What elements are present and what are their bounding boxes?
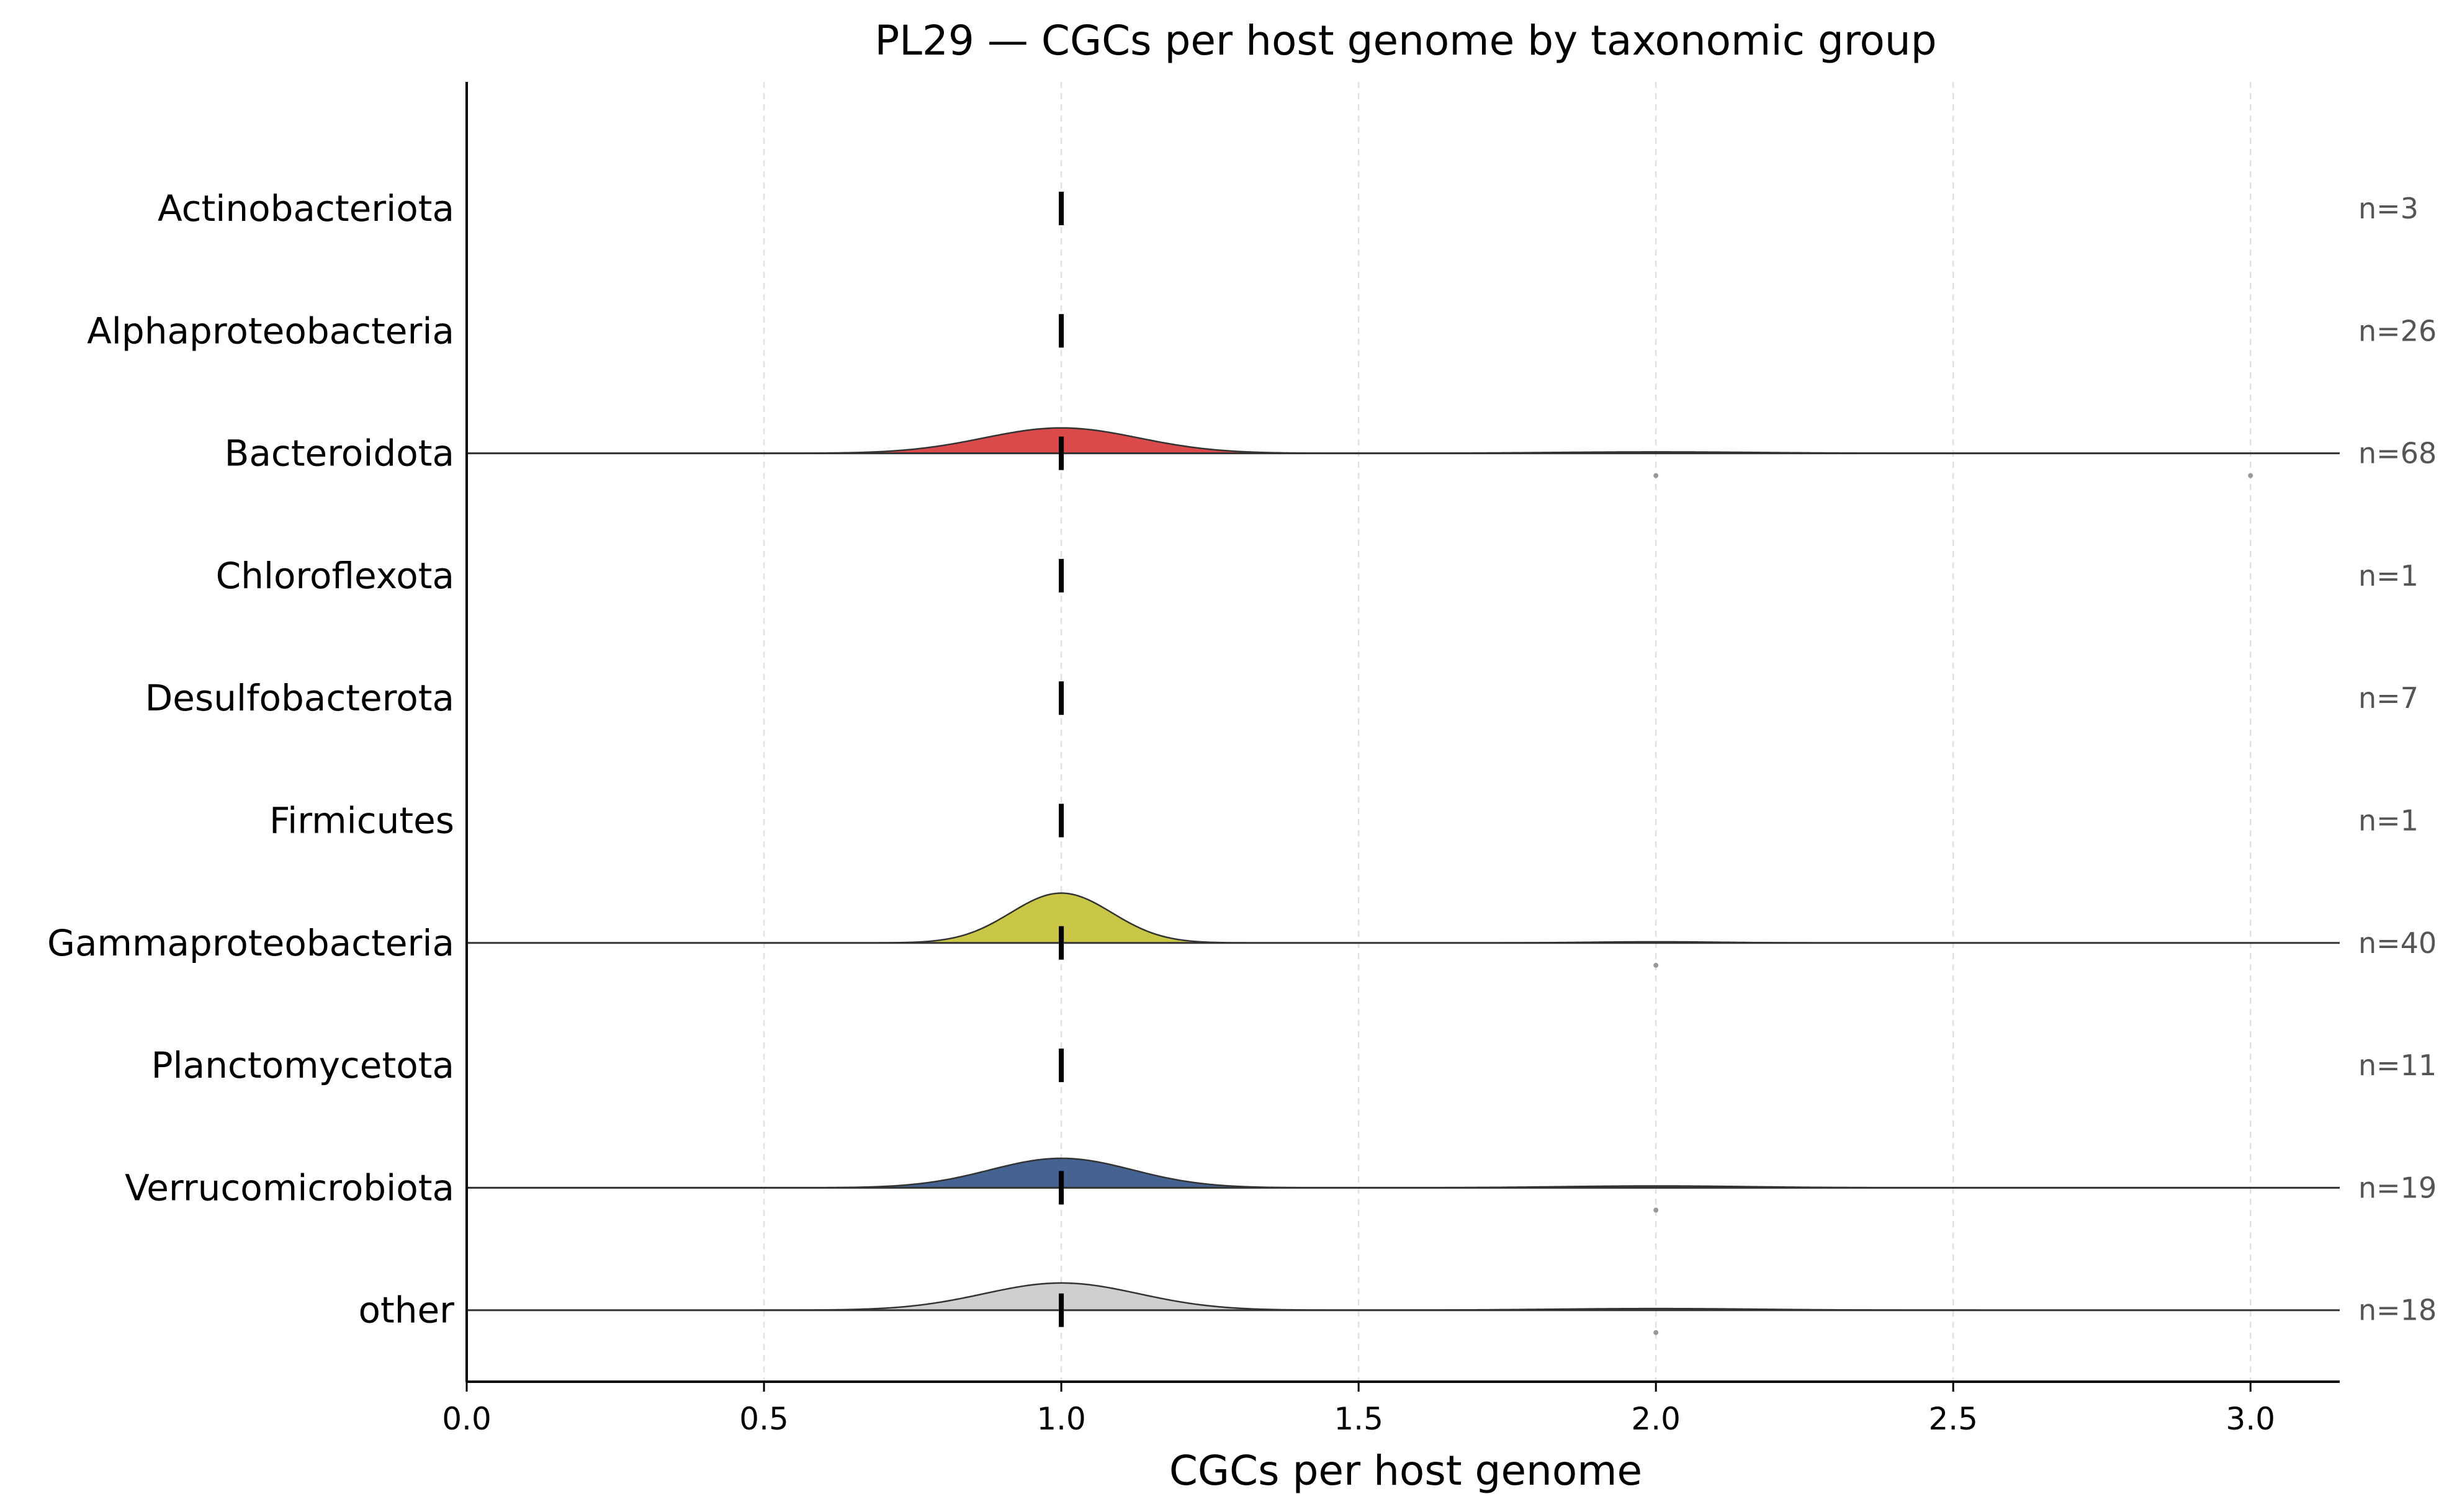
y-tick-label: other <box>358 1289 454 1331</box>
outlier-point <box>1653 1330 1659 1335</box>
chart-title: PL29 — CGCs per host genome by taxonomic… <box>874 17 1936 65</box>
x-tick-label: 2.5 <box>1928 1401 1978 1437</box>
density-ridge <box>467 427 2340 454</box>
y-tick-label: Desulfobacterota <box>145 677 454 719</box>
count-labels: n=3 n=26 n=68 n=1 n=7 n=1 n=40 n=11 n=19 n=18 <box>2358 192 2437 1327</box>
x-tick-label: 0.0 <box>442 1401 492 1437</box>
count-label: n=26 <box>2358 314 2437 347</box>
x-ticks: 0.0 0.5 1.0 1.5 2.0 2.5 3.0 <box>442 1382 2275 1437</box>
count-label: n=18 <box>2358 1294 2437 1327</box>
y-tick-label: Alphaproteobacteria <box>87 310 454 352</box>
y-tick-label: Bacteroidota <box>225 432 454 475</box>
count-label: n=68 <box>2358 437 2437 470</box>
density-ridge <box>467 1282 2340 1311</box>
x-tick-label: 1.5 <box>1334 1401 1383 1437</box>
y-tick-labels: Actinobacteriota Alphaproteobacteria Bacte… <box>47 187 454 1331</box>
count-label: n=7 <box>2358 681 2419 715</box>
grid-lines <box>763 82 2252 1382</box>
x-tick-label: 0.5 <box>739 1401 789 1437</box>
count-label: n=1 <box>2358 804 2419 838</box>
density-ridge <box>467 1157 2340 1189</box>
x-tick-label: 3.0 <box>2226 1401 2276 1437</box>
outlier-point <box>1653 962 1659 968</box>
y-tick-label: Chloroflexota <box>216 555 454 597</box>
x-tick-label: 2.0 <box>1631 1401 1681 1437</box>
count-label: n=11 <box>2358 1049 2437 1082</box>
count-label: n=1 <box>2358 559 2419 593</box>
y-tick-label: Verrucomicrobiota <box>125 1166 454 1209</box>
x-tick-label: 1.0 <box>1036 1401 1086 1437</box>
y-tick-label: Planctomycetota <box>151 1044 454 1086</box>
count-label: n=3 <box>2358 192 2419 225</box>
y-tick-label: Gammaproteobacteria <box>47 922 454 964</box>
count-label: n=19 <box>2358 1171 2437 1204</box>
count-label: n=40 <box>2358 926 2437 960</box>
outlier-point <box>1653 1207 1659 1213</box>
outlier-point <box>1653 473 1659 478</box>
outlier-point <box>2248 473 2253 478</box>
ridges <box>467 192 2340 1335</box>
density-ridge <box>467 892 2340 944</box>
y-tick-label: Firmicutes <box>269 800 454 842</box>
y-tick-label: Actinobacteriota <box>158 187 454 230</box>
x-axis-label: CGCs per host genome <box>1169 1447 1642 1495</box>
